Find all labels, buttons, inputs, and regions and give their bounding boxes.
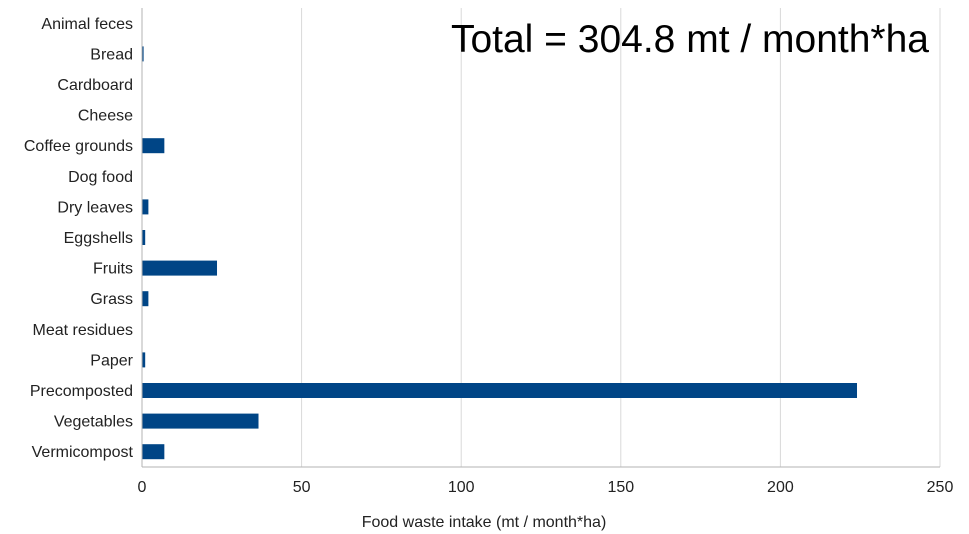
category-label: Precomposted bbox=[30, 383, 133, 400]
category-label: Grass bbox=[90, 291, 133, 308]
x-axis-title: Food waste intake (mt / month*ha) bbox=[362, 514, 607, 531]
category-label: Fruits bbox=[93, 261, 133, 278]
category-labels: Animal feces Bread Cardboard Cheese Coffee g… bbox=[24, 16, 134, 461]
bar bbox=[142, 291, 149, 307]
category-label: Vegetables bbox=[54, 414, 133, 431]
bar bbox=[142, 230, 146, 245]
category-label: Paper bbox=[90, 352, 133, 369]
bar bbox=[142, 138, 165, 154]
bar bbox=[142, 383, 858, 398]
x-tick-labels: 0 50 100 150 200 250 bbox=[138, 479, 954, 496]
x-tick-label: 50 bbox=[293, 479, 311, 496]
gridlines bbox=[301, 8, 941, 467]
x-tick-label: 250 bbox=[927, 479, 954, 496]
category-label: Meat residues bbox=[33, 322, 134, 339]
category-label: Vermicompost bbox=[32, 444, 134, 461]
x-tick-label: 150 bbox=[607, 479, 634, 496]
category-label: Animal feces bbox=[41, 16, 133, 33]
bar bbox=[142, 413, 259, 429]
category-label: Bread bbox=[90, 46, 133, 63]
x-tick-label: 0 bbox=[138, 479, 147, 496]
bar bbox=[142, 260, 218, 276]
bar bbox=[142, 444, 165, 460]
category-label: Cardboard bbox=[57, 77, 133, 94]
category-label: Coffee grounds bbox=[24, 138, 133, 155]
total-annotation: Total = 304.8 mt / month*ha bbox=[451, 18, 929, 61]
x-tick-label: 200 bbox=[767, 479, 794, 496]
category-label: Eggshells bbox=[64, 230, 133, 247]
bar bbox=[142, 46, 144, 62]
x-tick-label: 100 bbox=[448, 479, 475, 496]
bar bbox=[142, 352, 146, 368]
category-label: Dry leaves bbox=[57, 199, 133, 216]
category-label: Cheese bbox=[78, 108, 133, 125]
bar bbox=[142, 199, 149, 215]
axes bbox=[141, 8, 940, 468]
category-label: Dog food bbox=[68, 169, 133, 186]
bars bbox=[142, 46, 858, 460]
